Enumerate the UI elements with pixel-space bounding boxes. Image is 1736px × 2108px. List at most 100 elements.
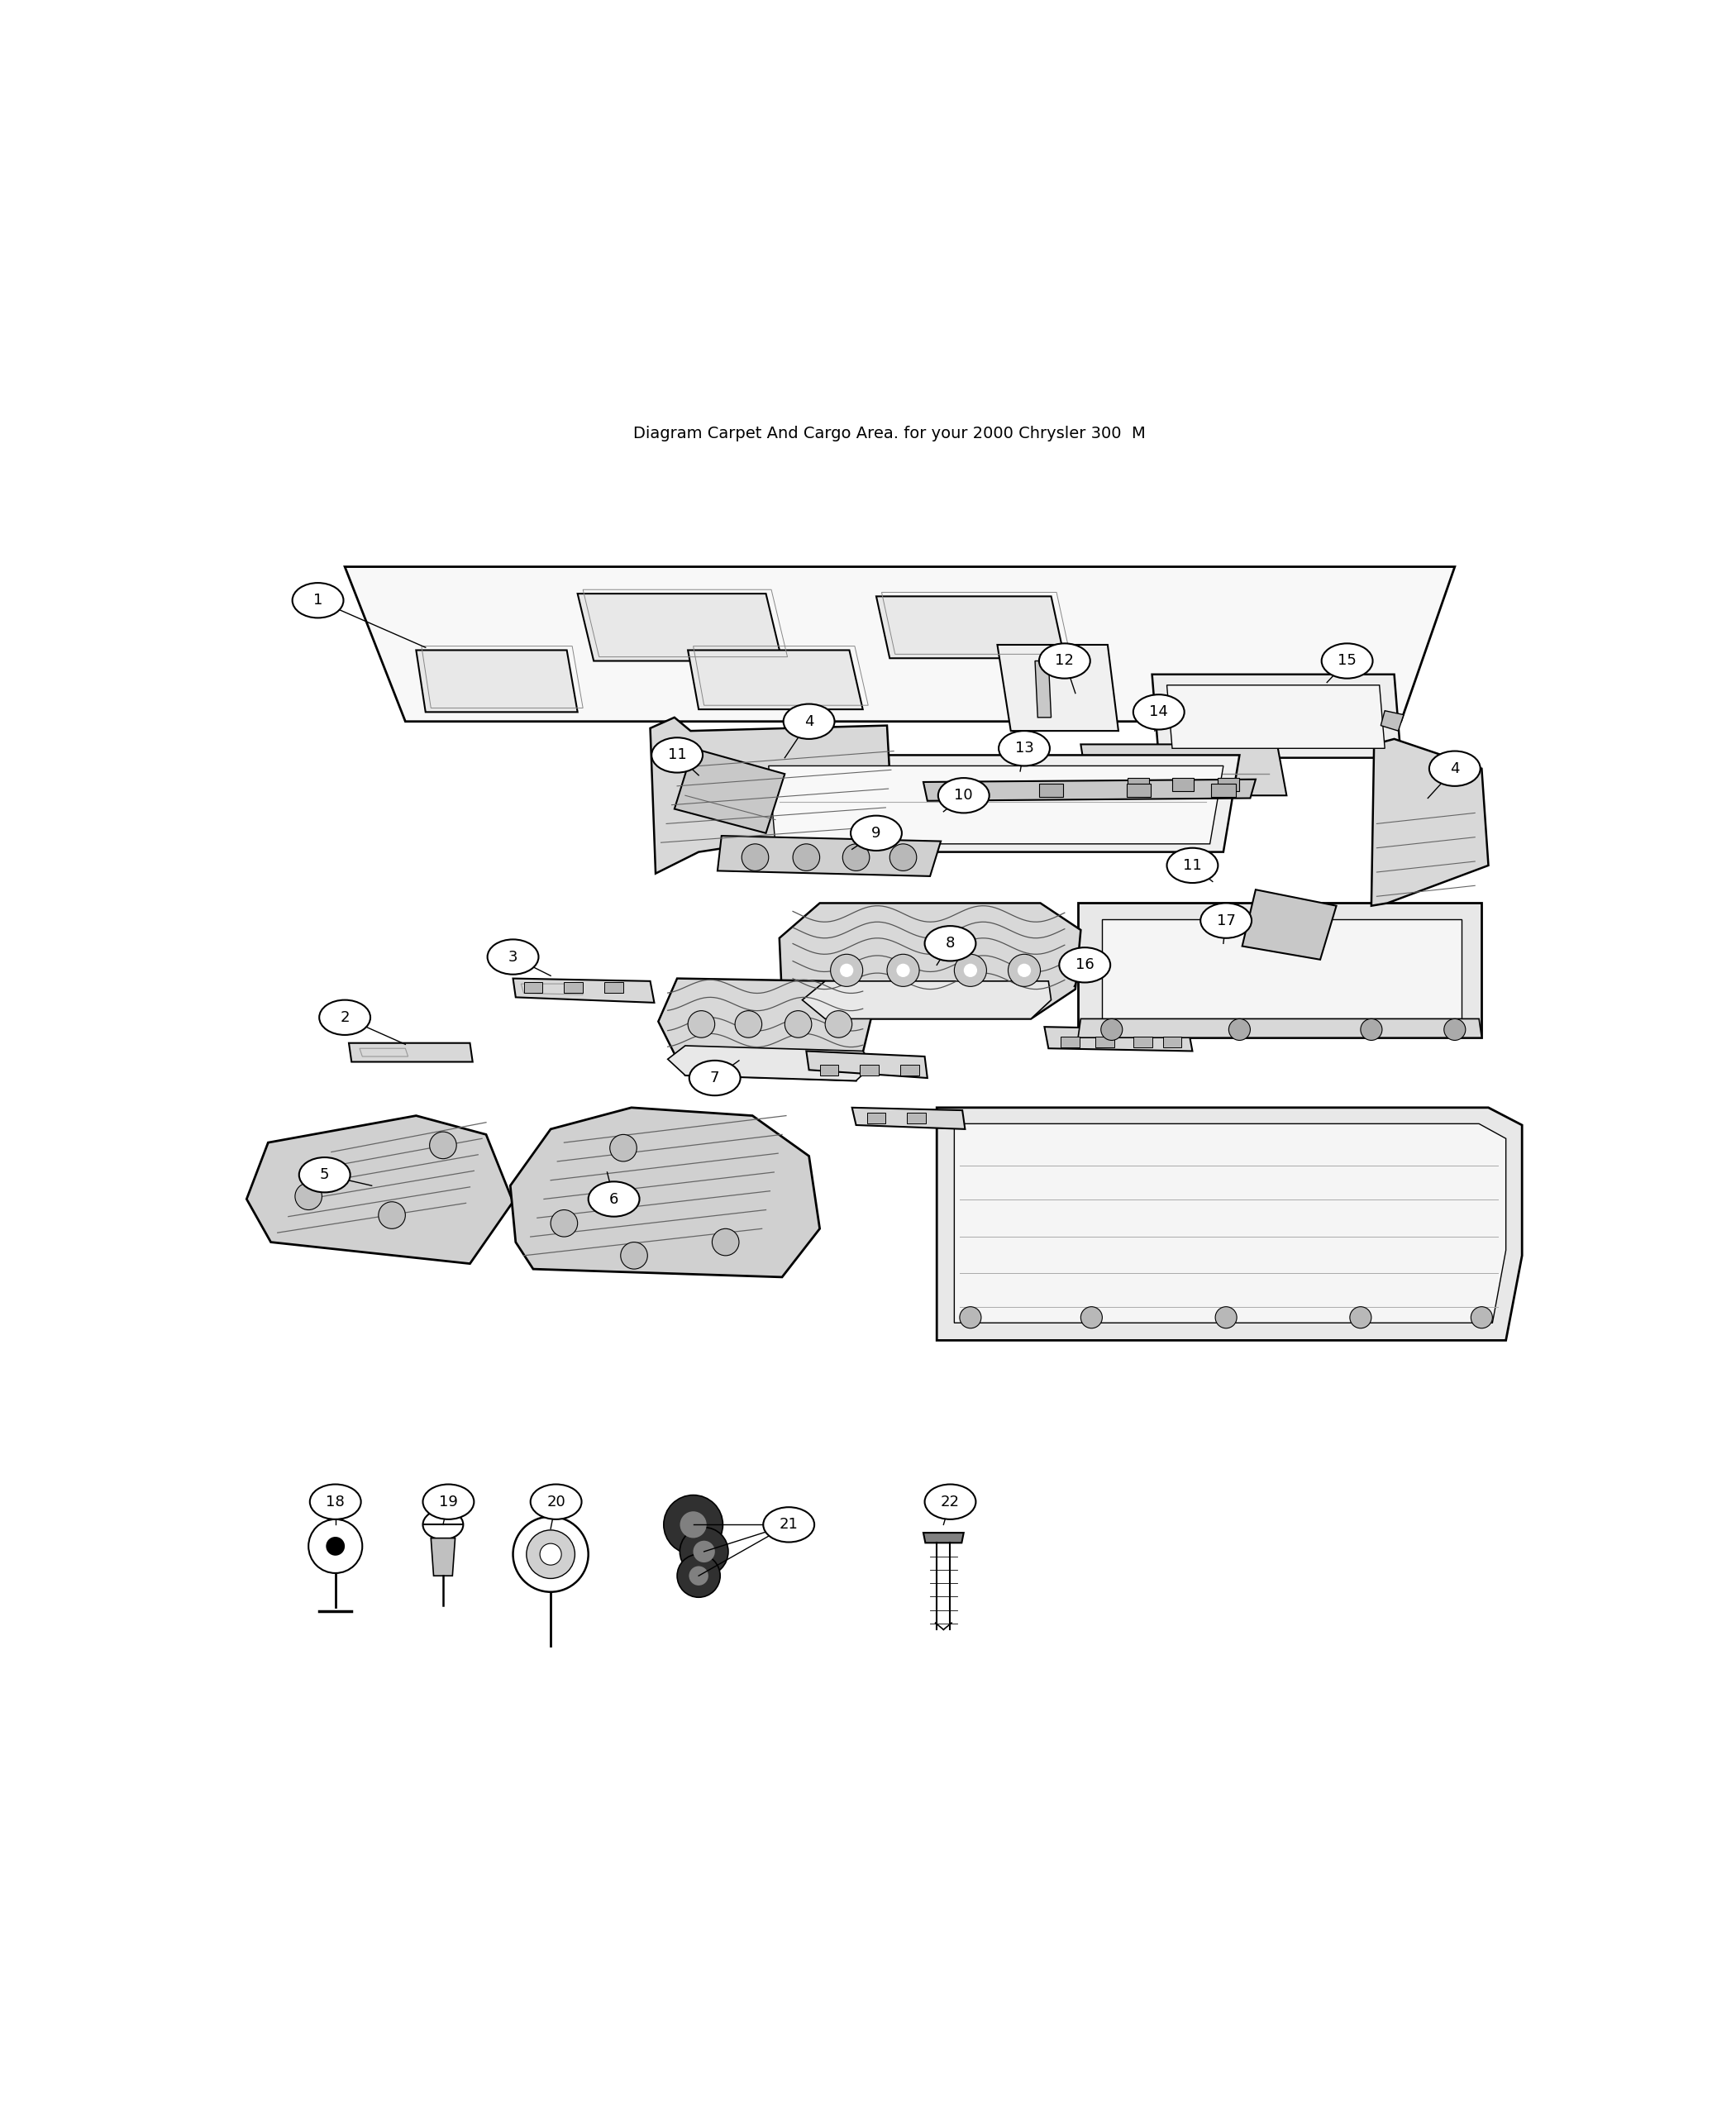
Text: 7: 7 bbox=[710, 1071, 719, 1086]
Polygon shape bbox=[658, 978, 873, 1081]
Ellipse shape bbox=[1201, 902, 1252, 938]
Circle shape bbox=[326, 1537, 345, 1556]
Polygon shape bbox=[1082, 744, 1286, 795]
Circle shape bbox=[378, 1202, 406, 1229]
Bar bbox=[908, 1113, 925, 1124]
Circle shape bbox=[955, 955, 986, 987]
Polygon shape bbox=[687, 649, 863, 710]
Polygon shape bbox=[779, 902, 1082, 1018]
Polygon shape bbox=[924, 1533, 963, 1543]
Circle shape bbox=[309, 1520, 363, 1573]
Polygon shape bbox=[1243, 890, 1337, 959]
Circle shape bbox=[540, 1543, 561, 1564]
Ellipse shape bbox=[319, 999, 370, 1035]
Polygon shape bbox=[1102, 919, 1462, 1022]
Text: 18: 18 bbox=[326, 1495, 345, 1509]
Polygon shape bbox=[924, 780, 1255, 801]
Circle shape bbox=[295, 1183, 321, 1210]
Polygon shape bbox=[651, 717, 892, 873]
Bar bbox=[1172, 778, 1194, 790]
Ellipse shape bbox=[1059, 946, 1111, 982]
Bar bbox=[604, 982, 623, 993]
Circle shape bbox=[609, 1134, 637, 1162]
Ellipse shape bbox=[1134, 694, 1184, 729]
Ellipse shape bbox=[783, 704, 835, 740]
Text: 4: 4 bbox=[804, 715, 814, 729]
Circle shape bbox=[840, 963, 854, 978]
Text: 16: 16 bbox=[1075, 957, 1094, 972]
Bar bbox=[859, 1065, 878, 1075]
Bar bbox=[1219, 778, 1240, 790]
Polygon shape bbox=[937, 1107, 1522, 1341]
Polygon shape bbox=[510, 1107, 819, 1277]
Bar bbox=[1163, 1037, 1182, 1048]
Text: 10: 10 bbox=[955, 788, 974, 803]
Polygon shape bbox=[345, 567, 1455, 721]
Text: 12: 12 bbox=[1055, 653, 1075, 668]
Text: 15: 15 bbox=[1338, 653, 1356, 668]
Polygon shape bbox=[1078, 1018, 1481, 1037]
Circle shape bbox=[1229, 1018, 1250, 1041]
Circle shape bbox=[741, 843, 769, 871]
Bar bbox=[1095, 1037, 1115, 1048]
Circle shape bbox=[526, 1530, 575, 1579]
Ellipse shape bbox=[488, 940, 538, 974]
Polygon shape bbox=[349, 1043, 472, 1062]
Polygon shape bbox=[1045, 1027, 1193, 1052]
Circle shape bbox=[689, 1566, 708, 1585]
Circle shape bbox=[785, 1010, 812, 1037]
Circle shape bbox=[793, 843, 819, 871]
Polygon shape bbox=[1153, 675, 1401, 757]
Circle shape bbox=[712, 1229, 740, 1256]
Ellipse shape bbox=[531, 1484, 582, 1520]
Polygon shape bbox=[1167, 685, 1385, 748]
Polygon shape bbox=[752, 755, 1240, 852]
Polygon shape bbox=[674, 748, 785, 833]
Polygon shape bbox=[668, 1046, 873, 1081]
Circle shape bbox=[1470, 1307, 1493, 1328]
Circle shape bbox=[896, 963, 910, 978]
Bar bbox=[819, 1065, 838, 1075]
Ellipse shape bbox=[998, 731, 1050, 765]
Ellipse shape bbox=[299, 1157, 351, 1193]
Text: 19: 19 bbox=[439, 1495, 458, 1509]
Polygon shape bbox=[1380, 710, 1404, 731]
Ellipse shape bbox=[424, 1484, 474, 1520]
Circle shape bbox=[677, 1554, 720, 1598]
Bar bbox=[564, 982, 583, 993]
Ellipse shape bbox=[1040, 643, 1090, 679]
Text: 17: 17 bbox=[1217, 913, 1236, 928]
Ellipse shape bbox=[937, 778, 990, 814]
Polygon shape bbox=[877, 597, 1064, 658]
Circle shape bbox=[734, 1010, 762, 1037]
Text: Diagram Carpet And Cargo Area. for your 2000 Chrysler 300  M: Diagram Carpet And Cargo Area. for your … bbox=[634, 426, 1146, 441]
Text: 13: 13 bbox=[1016, 740, 1033, 757]
Ellipse shape bbox=[925, 1484, 976, 1520]
Circle shape bbox=[1351, 1307, 1371, 1328]
Circle shape bbox=[429, 1132, 457, 1159]
Polygon shape bbox=[417, 649, 578, 713]
Circle shape bbox=[1444, 1018, 1465, 1041]
Text: 8: 8 bbox=[946, 936, 955, 951]
Bar bbox=[1127, 784, 1151, 797]
Circle shape bbox=[842, 843, 870, 871]
Bar bbox=[524, 982, 543, 993]
Text: 4: 4 bbox=[1450, 761, 1460, 776]
Ellipse shape bbox=[1167, 847, 1219, 883]
Bar bbox=[1128, 778, 1149, 790]
Polygon shape bbox=[514, 978, 654, 1003]
Bar bbox=[1040, 784, 1062, 797]
Ellipse shape bbox=[589, 1183, 639, 1216]
Polygon shape bbox=[1078, 902, 1481, 1037]
Ellipse shape bbox=[292, 584, 344, 618]
Ellipse shape bbox=[851, 816, 901, 852]
Bar bbox=[955, 784, 979, 797]
Ellipse shape bbox=[1429, 750, 1481, 786]
Circle shape bbox=[681, 1528, 729, 1577]
Ellipse shape bbox=[689, 1060, 740, 1096]
Circle shape bbox=[887, 955, 920, 987]
Polygon shape bbox=[769, 765, 1224, 843]
Text: 21: 21 bbox=[779, 1518, 799, 1533]
Bar bbox=[901, 1065, 920, 1075]
Ellipse shape bbox=[651, 738, 703, 774]
